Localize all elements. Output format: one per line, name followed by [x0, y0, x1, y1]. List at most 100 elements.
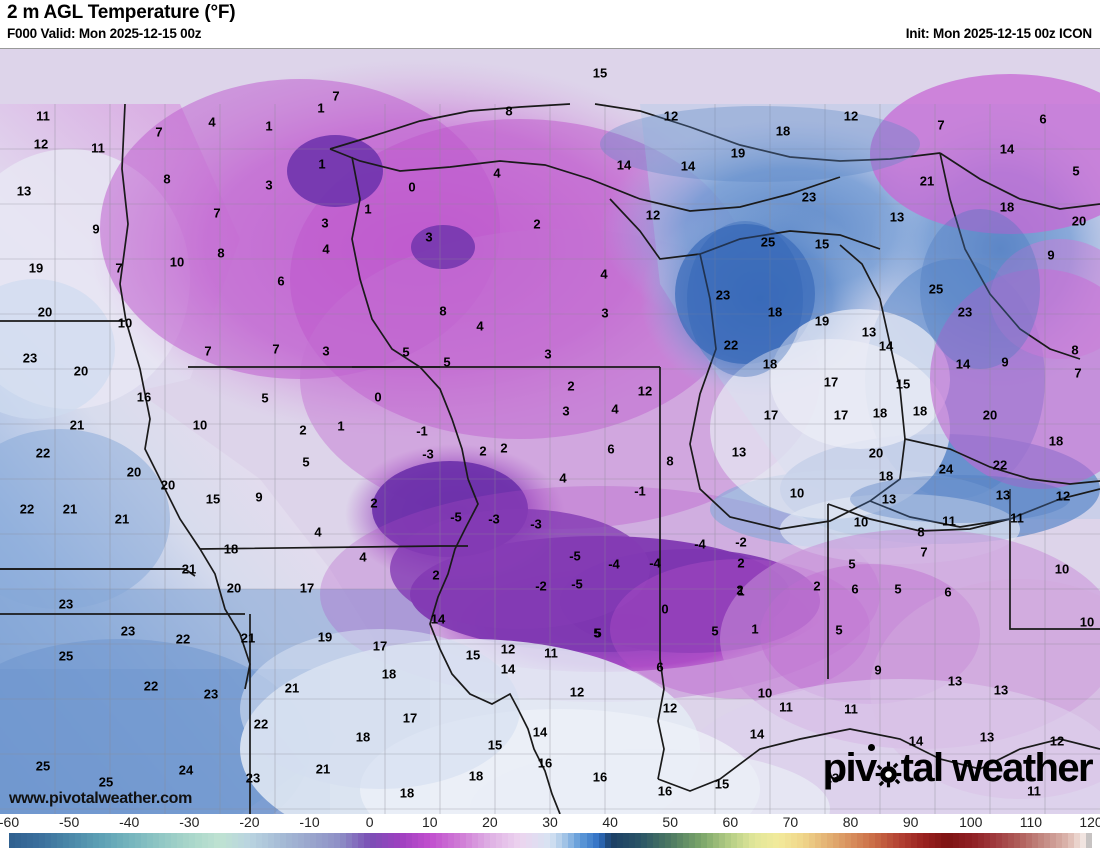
colorbar-swatch — [893, 833, 900, 848]
colorbar-swatch — [177, 833, 184, 848]
colorbar-swatch — [760, 833, 767, 848]
colorbar-swatch — [1055, 833, 1062, 848]
colorbar-swatch — [1061, 833, 1068, 848]
temperature-value: 9 — [1047, 247, 1055, 263]
colorbar-swatch — [153, 833, 160, 848]
temperature-value: 2 — [736, 582, 744, 598]
colorbar-swatch — [69, 833, 76, 848]
colorbar-swatch — [1037, 833, 1044, 848]
temperature-value: 1 — [318, 156, 326, 172]
colorbar-swatch — [418, 833, 425, 848]
colorbar-swatch — [219, 833, 226, 848]
colorbar-tick: -40 — [119, 814, 140, 830]
temperature-value: 14 — [955, 356, 971, 372]
temperature-value: 2 — [567, 378, 575, 394]
temperature-value: 3 — [601, 305, 609, 321]
temperature-value: 13 — [993, 682, 1009, 698]
temperature-value: 19 — [28, 260, 44, 276]
temperature-value: 18 — [912, 403, 928, 419]
colorbar-swatch — [899, 833, 906, 848]
colorbar-swatch — [261, 833, 268, 848]
colorbar-swatch — [159, 833, 166, 848]
temperature-value: 18 — [223, 541, 239, 557]
temperature-value: 5 — [402, 344, 410, 360]
temperature-value: 2 — [479, 443, 487, 459]
temperature-value: 14 — [908, 733, 924, 749]
temperature-value: 24 — [938, 461, 954, 477]
colorbar-swatch — [297, 833, 304, 848]
temperature-value: 7 — [920, 544, 928, 560]
temperature-value: 15 — [487, 737, 503, 753]
temperature-value: 5 — [443, 354, 451, 370]
temperature-value: 10 — [1054, 561, 1070, 577]
temperature-value: 20 — [160, 477, 176, 493]
colorbar-swatch — [779, 833, 786, 848]
colorbar-swatch — [333, 833, 340, 848]
colorbar[interactable]: -60 -50 -40 -30 -20 -10 0 10 20 30 40 50 60 70 80 90 100… — [0, 814, 1100, 850]
colorbar-swatch — [508, 833, 515, 848]
temperature-value: 4 — [322, 241, 330, 257]
temperature-value: 11 — [1010, 510, 1024, 526]
colorbar-swatch — [917, 833, 924, 848]
temperature-value: -3 — [422, 446, 434, 462]
colorbar-swatch — [339, 833, 346, 848]
colorbar-swatch — [1043, 833, 1050, 848]
colorbar-swatch — [369, 833, 376, 848]
temperature-value: -1 — [416, 423, 428, 439]
temperature-value: 7 — [1074, 365, 1082, 381]
colorbar-swatch — [189, 833, 196, 848]
temperature-value: 4 — [476, 318, 484, 334]
colorbar-swatch — [634, 833, 641, 848]
temperature-value: 14 — [878, 338, 894, 354]
colorbar-swatch — [117, 833, 124, 848]
temperature-value: 5 — [261, 390, 269, 406]
temperature-value: 13 — [861, 324, 877, 340]
temperature-value: 15 — [895, 376, 911, 392]
temperature-value: 23 — [957, 304, 973, 320]
colorbar-swatch — [839, 833, 846, 848]
logo-text-part2: tal weather — [900, 746, 1094, 790]
temperature-value: 20 — [1071, 213, 1087, 229]
colorbar-tick-labels: -60 -50 -40 -30 -20 -10 0 10 20 30 40 50 60 70 80 90 100… — [0, 814, 1100, 832]
temperature-value: 8 — [217, 245, 225, 261]
temperature-value: 10 — [1079, 614, 1095, 630]
temperature-value: 10 — [169, 254, 185, 270]
temperature-value: 8 — [163, 171, 171, 187]
temperature-value: 12 — [637, 383, 653, 399]
colorbar-swatch — [309, 833, 316, 848]
colorbar-swatch — [977, 833, 984, 848]
temperature-value: 13 — [979, 729, 995, 745]
temperature-value: 21 — [315, 761, 331, 777]
page-title: 2 m AGL Temperature (°F) — [7, 2, 236, 23]
colorbar-swatch — [141, 833, 148, 848]
colorbar-swatch — [375, 833, 382, 848]
colorbar-swatch — [658, 833, 665, 848]
colorbar-swatch — [748, 833, 755, 848]
temperature-value: 20 — [73, 363, 89, 379]
temperature-value: 15 — [814, 236, 830, 252]
colorbar-swatch — [111, 833, 118, 848]
colorbar-swatch — [550, 833, 557, 848]
colorbar-swatch — [321, 833, 328, 848]
colorbar-swatch — [568, 833, 575, 848]
temperature-value: 8 — [505, 103, 513, 119]
colorbar-swatch — [646, 833, 653, 848]
temperature-value: -4 — [694, 536, 706, 552]
temperature-value: 18 — [878, 468, 894, 484]
colorbar-swatch — [833, 833, 840, 848]
colorbar-swatch — [514, 833, 521, 848]
temperature-value: 8 — [666, 453, 674, 469]
temperature-value: 0 — [408, 179, 416, 195]
temperature-map[interactable]: 11 12 11 13 9 19 7 10 20 10 23 20 16 21 10 22 20 20 15 9 22 2… — [0, 48, 1100, 814]
temperature-value: 25 — [98, 774, 114, 790]
temperature-value: 21 — [919, 173, 935, 189]
colorbar-gradient[interactable] — [9, 833, 1092, 848]
colorbar-swatch — [75, 833, 82, 848]
colorbar-swatch — [21, 833, 28, 848]
colorbar-swatch — [622, 833, 629, 848]
temperature-value: 4 — [359, 549, 367, 565]
temperature-value: 20 — [37, 304, 53, 320]
temperature-value: 19 — [730, 145, 746, 161]
temperature-value: 21 — [69, 417, 85, 433]
colorbar-swatch — [237, 833, 244, 848]
